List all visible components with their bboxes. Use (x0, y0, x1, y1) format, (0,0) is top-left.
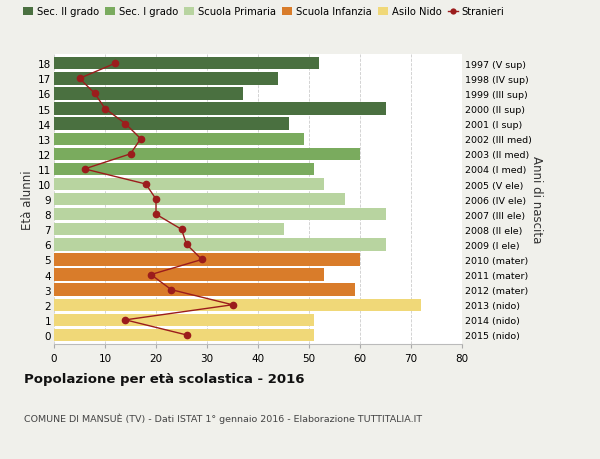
Legend: Sec. II grado, Sec. I grado, Scuola Primaria, Scuola Infanzia, Asilo Nido, Stran: Sec. II grado, Sec. I grado, Scuola Prim… (23, 7, 505, 17)
Bar (54, 284, 355, 296)
Bar (54, 208, 386, 221)
Bar (54, 103, 386, 116)
Bar (54, 329, 314, 341)
Bar (54, 163, 314, 176)
Bar (54, 239, 386, 251)
Bar (54, 179, 325, 191)
Bar (54, 269, 325, 281)
Text: Popolazione per età scolastica - 2016: Popolazione per età scolastica - 2016 (24, 372, 305, 385)
Bar (54, 148, 360, 161)
Y-axis label: Anni di nascita: Anni di nascita (530, 156, 543, 243)
Bar (54, 58, 319, 70)
Bar (54, 88, 243, 101)
Bar (54, 299, 421, 311)
Bar (54, 194, 345, 206)
Bar (54, 73, 278, 85)
Bar (54, 254, 360, 266)
Bar (54, 118, 289, 130)
Bar (54, 133, 304, 146)
Bar (54, 224, 284, 236)
Text: COMUNE DI MANSUÈ (TV) - Dati ISTAT 1° gennaio 2016 - Elaborazione TUTTITALIA.IT: COMUNE DI MANSUÈ (TV) - Dati ISTAT 1° ge… (24, 413, 422, 424)
Bar (54, 314, 314, 326)
Y-axis label: Età alunni: Età alunni (21, 170, 34, 230)
